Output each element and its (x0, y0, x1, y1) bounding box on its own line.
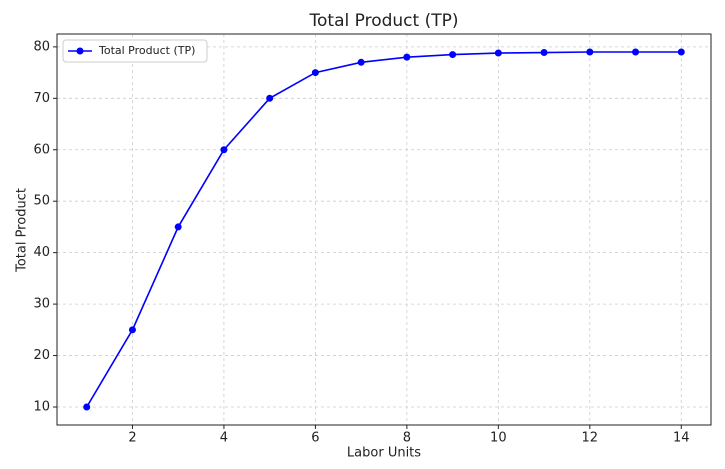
y-tick-label: 10 (33, 399, 50, 414)
chart-title: Total Product (TP) (309, 11, 459, 31)
line (86, 51, 682, 408)
x-tick-label: 14 (673, 431, 690, 446)
plot-frame (56, 33, 712, 426)
x-axis-label: Labor Units (347, 446, 421, 461)
y-axis-label: Total Product (15, 188, 30, 273)
y-tick-label: 50 (33, 194, 50, 209)
point (540, 49, 548, 57)
legend-label: Total Product (TP) (98, 44, 195, 57)
point (174, 223, 182, 231)
y-tick-label: 70 (33, 91, 50, 106)
x-tick-label: 2 (128, 431, 136, 446)
y-tick-label: 20 (33, 348, 50, 363)
y-tick-label: 60 (33, 142, 50, 157)
point (494, 49, 502, 57)
point (449, 51, 457, 59)
point (357, 58, 365, 66)
point (266, 94, 274, 102)
point (632, 48, 640, 56)
x-tick-label: 12 (582, 431, 599, 446)
x-tick-label: 4 (220, 431, 228, 446)
y-tick-label: 80 (33, 39, 50, 54)
point (220, 146, 228, 154)
point (403, 53, 411, 61)
point (83, 403, 91, 411)
y-tick-label: 40 (33, 245, 50, 260)
point (677, 48, 685, 56)
point (128, 326, 136, 334)
x-tick-label: 6 (311, 431, 319, 446)
x-tick-label: 10 (490, 431, 507, 446)
point (311, 69, 319, 77)
x-tick-label: 8 (403, 431, 411, 446)
point (586, 48, 594, 56)
legend-box (62, 39, 208, 63)
legend-marker (76, 47, 84, 55)
y-tick-label: 30 (33, 297, 50, 312)
legend: Total Product (TP) (62, 39, 208, 63)
